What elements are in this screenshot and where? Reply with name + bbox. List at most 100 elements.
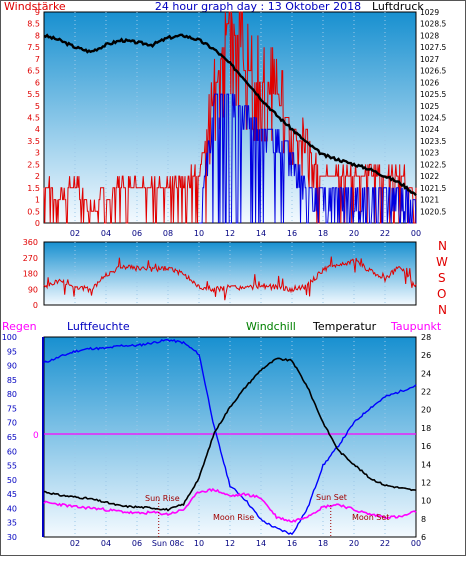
direction-tick-label: 90 [28,285,38,294]
humidity-tick-label: 75 [7,404,17,413]
pressure-tick-label: 1026 [420,78,439,87]
x-tick-label: 20 [349,539,359,548]
wind-gust-line [199,93,417,224]
legend-windchill: Windchill [246,320,296,333]
x-tick-label: 10 [194,229,204,238]
x-tick-label: 12 [225,539,235,548]
wind-tick-label: 8 [35,31,40,40]
dewpoint-line [43,487,417,523]
humidity-tick-label: 50 [7,476,17,485]
pressure-tick-label: 1021.5 [420,184,446,193]
legend-humidity: Luftfeuchte [67,320,130,333]
temperature-tick-label: 18 [421,424,431,433]
pressure-tick-label: 1025 [420,102,439,111]
humidity-tick-label: 80 [7,390,17,399]
wind-tick-label: 0 [35,219,40,228]
wind-tick-label: 1 [35,196,40,205]
wind-direction-plot-area [43,241,417,306]
humidity-tick-label: 40 [7,504,17,513]
x-tick-label: 16 [287,229,297,238]
humidity-tick-label: 45 [7,490,17,499]
x-tick-label: 02 [70,229,80,238]
direction-tick-label: 0 [33,301,38,310]
legend-temperature: Temperatur [312,320,377,333]
annotation-moon-rise: Moon Rise [213,513,254,522]
wind-tick-label: 7.5 [27,43,40,52]
wind-tick-label: 1.5 [27,184,40,193]
wind-tick-label: 5 [35,102,40,111]
wind-speed-line [43,11,417,224]
x-tick-label: 10 [194,539,204,548]
wind-tick-label: 7 [35,55,40,64]
compass-o: O [437,287,446,301]
pressure-tick-label: 1024 [420,125,439,134]
x-tick-label: 18 [318,539,328,548]
wind-tick-label: 6 [35,78,40,87]
temperature-tick-label: 26 [421,351,431,360]
wind-tick-label: 5.5 [27,90,40,99]
wind-tick-label: 8.5 [27,20,40,29]
temperature-tick-label: 12 [421,478,431,487]
humidity-tick-label: 60 [7,447,17,456]
x-tick-label: 14 [256,229,266,238]
humidity-tick-label: 70 [7,419,17,428]
wind-tick-label: 6.5 [27,67,40,76]
pressure-tick-label: 1021 [420,196,439,205]
wind-direction-line [43,256,417,301]
temperature-tick-label: 24 [421,369,431,378]
temperature-tick-label: 20 [421,406,431,415]
x-tick-label: 04 [101,539,111,548]
x-tick-label: 00 [411,229,421,238]
pressure-tick-label: 1025.5 [420,90,446,99]
x-tick-label: 12 [225,229,235,238]
rain-zero-label: 0 [33,431,39,441]
temperature-tick-label: 28 [421,333,431,342]
humidity-tick-label: 55 [7,462,17,471]
x-tick-label: Sun 08c [152,539,184,548]
x-tick-label: 18 [318,229,328,238]
wind-tick-label: 4 [35,125,40,134]
pressure-tick-label: 1022 [420,172,439,181]
x-tick-label: 14 [256,539,266,548]
x-tick-label: 06 [132,229,142,238]
temperature-tick-label: 10 [421,497,431,506]
wind-tick-label: 0.5 [27,207,40,216]
wind-tick-label: 2.5 [27,160,40,169]
x-tick-label: 04 [101,229,111,238]
annotation-sun-set: Sun Set [316,493,347,502]
pressure-tick-label: 1028.5 [420,20,446,29]
x-tick-label: 22 [380,539,390,548]
compass-n-top: N [438,239,447,253]
compass-n-bottom: N [438,303,447,317]
temperature-tick-label: 14 [421,460,431,469]
humidity-line [43,338,417,536]
x-tick-label: 08 [163,229,173,238]
pressure-tick-label: 1027 [420,55,439,64]
pressure-tick-label: 1024.5 [420,114,446,123]
pressure-tick-label: 1023.5 [420,137,446,146]
annotation-moon-set: Moon Set [352,513,389,522]
x-tick-label: 20 [349,229,359,238]
wind-tick-label: 3 [35,149,40,158]
legend-rain: Regen [2,320,37,333]
x-tick-label: 22 [380,229,390,238]
humidity-tick-label: 95 [7,347,17,356]
pressure-tick-label: 1028 [420,31,439,40]
pressure-tick-label: 1029 [420,8,439,17]
humidity-tick-label: 90 [7,362,17,371]
pressure-tick-label: 1026.5 [420,67,446,76]
humidity-tick-label: 100 [2,333,17,342]
x-tick-label: 02 [70,539,80,548]
humidity-tick-label: 85 [7,376,17,385]
compass-w: W [436,255,448,269]
humidity-tick-label: 30 [7,533,17,542]
x-tick-label: 00 [411,539,421,548]
pressure-tick-label: 1020.5 [420,207,446,216]
humidity-tick-label: 65 [7,433,17,442]
pressure-axis-title: Luftdruck [372,0,424,13]
temperature-tick-label: 16 [421,442,431,451]
graph-title: 24 hour graph day : 13 Oktober 2018 [155,0,361,13]
direction-tick-label: 360 [23,238,38,247]
legend-dewpoint: Taupunkt [390,320,442,333]
